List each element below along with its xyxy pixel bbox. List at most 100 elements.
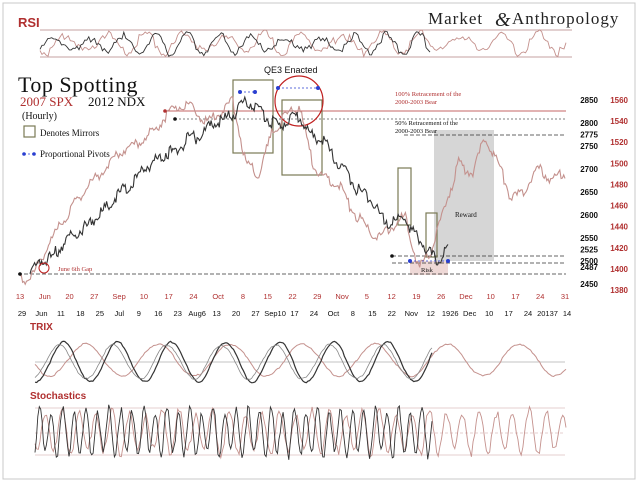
spx-tick-label: 1520 — [610, 138, 628, 147]
spx-tick-label: 1500 — [610, 159, 628, 168]
x-tick-label-spx: 26 — [437, 292, 445, 301]
x-tick-label-spx: 24 — [536, 292, 544, 301]
x-tick-label-spx: 22 — [288, 292, 296, 301]
pivot-legend-dot — [32, 152, 36, 156]
x-tick-label-spx: 8 — [241, 292, 245, 301]
stochastics-panel: Stochastics — [30, 391, 567, 460]
spx-tick-label: 1440 — [610, 223, 628, 232]
spx-tick-label: 1460 — [610, 202, 628, 211]
x-tick-label-spx: 17 — [164, 292, 172, 301]
pivot-dot — [446, 259, 450, 263]
x-tick-label-spx: Sep — [112, 292, 125, 301]
retrace-100-line1: 100% Retracement of the — [395, 91, 461, 98]
timeframe-label: (Hourly) — [22, 111, 57, 122]
ndx-tick-label: 2650 — [580, 188, 598, 197]
pivot-dot — [163, 109, 167, 113]
subtitle-ndx: 2012 NDX — [88, 94, 146, 109]
spx-tick-label: 1420 — [610, 244, 628, 253]
ndx-tick-label: 2700 — [580, 165, 598, 174]
x-tick-label-spx: 10 — [140, 292, 148, 301]
risk-zone — [410, 261, 448, 275]
x-tick-label-spx: Dec — [459, 292, 473, 301]
rsi-label: RSI — [18, 15, 40, 30]
qe3-circle — [274, 75, 324, 127]
x-tick-label-ndx: 8 — [351, 309, 355, 318]
mirror-box — [281, 99, 323, 176]
spx-tick-label: 1560 — [610, 96, 628, 105]
mirror-box — [425, 212, 438, 258]
x-tick-label-ndx: 12 — [427, 309, 435, 318]
pivot-dot — [390, 254, 394, 258]
spx-y-axis: 1560 1540 1520 1500 1480 1460 1440 1420 1400 1380 — [610, 96, 628, 295]
trix-spx-series — [34, 342, 567, 378]
ndx-tick-label: 2800 — [580, 119, 598, 128]
mirror-legend-swatch — [23, 125, 36, 138]
ndx-tick-label: 2750 — [580, 142, 598, 151]
x-tick-label-ndx: 20 — [232, 309, 240, 318]
x-tick-label-spx: 24 — [189, 292, 197, 301]
ndx-tick-label: 2500 — [580, 257, 598, 266]
ndx-tick-label: 2487 — [580, 263, 598, 272]
x-tick-label-ndx: Jul — [115, 309, 125, 318]
x-tick-label-spx: 29 — [313, 292, 321, 301]
pivot-dot — [238, 90, 242, 94]
x-tick-label-ndx: 13 — [212, 309, 220, 318]
brand-logo: Market & Anthropology — [428, 9, 618, 31]
series-line-ndx-2012 — [29, 95, 449, 274]
stoch-ndx-series — [34, 404, 433, 460]
proportional-pivots — [18, 86, 450, 276]
x-tick-label-ndx: Oct — [328, 309, 341, 318]
x-tick-label-spx: 20 — [65, 292, 73, 301]
x-tick-label-spx: Oct — [212, 292, 225, 301]
rsi-ndx-series — [39, 30, 431, 57]
x-tick-label-spx: 31 — [561, 292, 569, 301]
spx-tick-label: 1480 — [610, 180, 628, 189]
ndx-tick-label: 2550 — [580, 234, 598, 243]
spx-tick-label: 1400 — [610, 265, 628, 274]
retrace-50-line2: 2000-2003 Bear — [395, 128, 438, 135]
x-tick-label-ndx: 10 — [485, 309, 493, 318]
x-tick-label-spx: Jun — [39, 292, 51, 301]
x-tick-label-ndx: 24 — [310, 309, 318, 318]
x-tick-label-spx: 10 — [487, 292, 495, 301]
x-tick-label-ndx: 9 — [137, 309, 141, 318]
trix-ndx-series — [34, 340, 433, 384]
rsi-panel: RSI — [18, 15, 572, 58]
retrace-100-line2: 2000-2003 Bear — [395, 99, 438, 106]
x-tick-label-ndx: 27 — [251, 309, 259, 318]
x-axis-spx-dates: 13 Jun 20 27 Sep 10 17 24 Oct 8 15 22 29 Nov 5 12 19 26 De… — [16, 292, 569, 301]
reward-label: Reward — [455, 211, 477, 219]
pivot-dot — [253, 90, 257, 94]
x-tick-label-ndx: 11 — [57, 309, 65, 318]
title-block: Top Spotting 2007 SPX 2012 NDX (Hourly) … — [18, 72, 146, 159]
series-line-spx-2007 — [19, 96, 566, 286]
x-tick-label-spx: 17 — [511, 292, 519, 301]
x-tick-label-spx: 13 — [16, 292, 24, 301]
x-tick-label-ndx: 18 — [76, 309, 84, 318]
spx-tick-label: 1540 — [610, 117, 628, 126]
x-tick-label-ndx: Aug6 — [188, 309, 206, 318]
spx-tick-label: 1380 — [610, 286, 628, 295]
pivot-dot — [316, 86, 320, 90]
pivot-legend-dot — [22, 152, 26, 156]
x-tick-label-spx: 15 — [264, 292, 272, 301]
qe3-label: QE3 Enacted — [264, 65, 318, 75]
x-tick-label-ndx: 14 — [563, 309, 571, 318]
ndx-y-axis: 2850 2800 2775 2750 2700 2650 2600 2550 2525 2500… — [580, 96, 598, 289]
ndx-tick-label: 2600 — [580, 211, 598, 220]
price-panel — [18, 75, 566, 286]
rsi-spx-series — [39, 29, 567, 58]
brand-ampersand: & — [495, 9, 511, 31]
pivot-dot — [408, 259, 412, 263]
x-tick-label-ndx: 16 — [154, 309, 162, 318]
ndx-tick-label: 2525 — [580, 246, 598, 255]
june-gap-label: June 6th Gap — [58, 266, 92, 273]
x-tick-label-ndx: 29 — [18, 309, 26, 318]
x-tick-label-ndx: Dec — [463, 309, 477, 318]
legend-pivots: Proportional Pivots — [40, 149, 110, 159]
pivot-dot — [173, 117, 177, 121]
ndx-tick-label: 2450 — [580, 280, 598, 289]
x-tick-label-ndx: 25 — [96, 309, 104, 318]
ndx-tick-label: 2775 — [580, 131, 598, 140]
june-gap-circle — [38, 262, 50, 274]
